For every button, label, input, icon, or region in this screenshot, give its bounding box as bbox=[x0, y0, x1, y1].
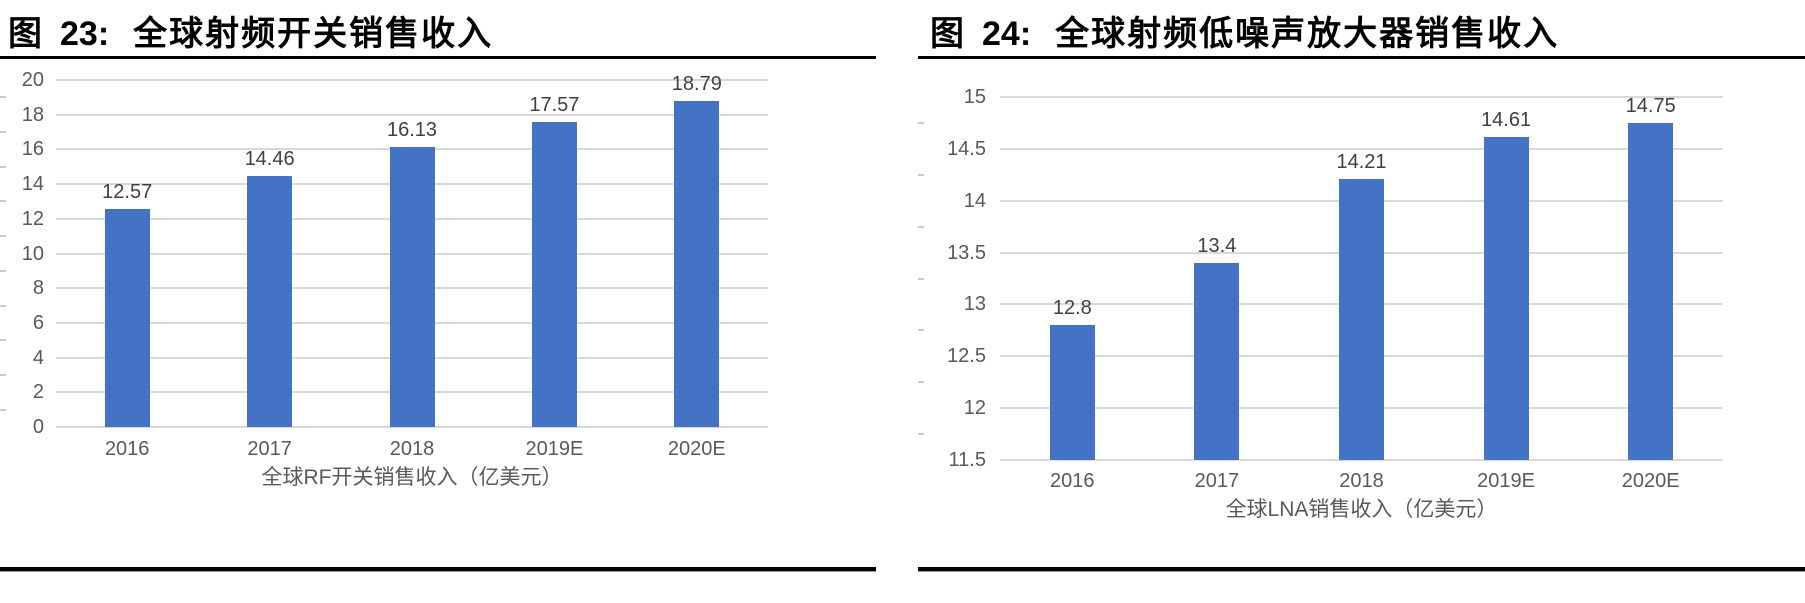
title-rule bbox=[0, 56, 876, 59]
bar-value-label-2019E: 14.61 bbox=[1481, 109, 1532, 132]
y-tick-label-8: 8 bbox=[32, 277, 44, 300]
y-minor-tick bbox=[918, 433, 924, 436]
y-tick-label-0: 0 bbox=[32, 416, 44, 438]
figure-number: 24: bbox=[982, 15, 1032, 53]
y-tick-label-14: 14 bbox=[963, 189, 986, 212]
y-tick-label-14.5: 14.5 bbox=[947, 137, 986, 160]
bottom-rule bbox=[918, 567, 1805, 571]
bar-2019E bbox=[531, 122, 577, 427]
y-tick-label-6: 6 bbox=[32, 311, 44, 334]
bar-2019E bbox=[1483, 137, 1529, 460]
bar-2016 bbox=[104, 208, 150, 427]
y-tick-label-15: 15 bbox=[963, 86, 986, 108]
y-minor-tick bbox=[0, 339, 6, 342]
bar-value-label-2016: 12.57 bbox=[102, 180, 153, 203]
bar-value-label-2016: 12.8 bbox=[1052, 297, 1092, 320]
gridline-15 bbox=[1000, 96, 1723, 98]
gridline-0 bbox=[56, 426, 768, 428]
y-minor-tick bbox=[918, 121, 924, 124]
figure-title-text: 全球射频开关销售收入 bbox=[133, 16, 494, 53]
gridline-14.5 bbox=[1000, 147, 1723, 150]
category-label-2016: 2016 bbox=[1050, 470, 1095, 492]
y-minor-tick bbox=[0, 200, 6, 203]
y-tick-label-10: 10 bbox=[21, 242, 44, 265]
bar-value-label-2019E: 17.57 bbox=[529, 94, 580, 117]
figure-24-heading: 图 24: 全球射频低噪声放大器销售收入 bbox=[930, 6, 1805, 53]
y-tick-label-4: 4 bbox=[32, 346, 44, 369]
bottom-rule bbox=[0, 567, 876, 571]
y-minor-tick bbox=[0, 96, 6, 99]
y-tick-label-12: 12 bbox=[963, 397, 986, 420]
y-tick-label-12.5: 12.5 bbox=[947, 345, 986, 368]
y-tick-label-18: 18 bbox=[21, 103, 44, 126]
y-minor-tick bbox=[918, 329, 924, 332]
gridline-11.5 bbox=[1000, 459, 1723, 461]
y-tick-label-20: 20 bbox=[21, 69, 44, 91]
bar-2020E bbox=[1628, 122, 1674, 460]
bar-2017 bbox=[247, 176, 293, 427]
bar-value-label-2018: 14.21 bbox=[1336, 150, 1387, 173]
figure-number: 23: bbox=[60, 15, 110, 53]
y-minor-tick bbox=[0, 131, 6, 134]
y-tick-label-16: 16 bbox=[21, 138, 44, 161]
bar-value-label-2017: 14.46 bbox=[244, 148, 295, 171]
y-tick-label-13.5: 13.5 bbox=[947, 241, 986, 264]
category-label-2020E: 2020E bbox=[1621, 470, 1680, 492]
gridline-18 bbox=[56, 113, 768, 116]
category-label-2018: 2018 bbox=[1339, 470, 1384, 492]
bar-value-label-2020E: 18.79 bbox=[671, 72, 722, 95]
x-axis-title: 全球LNA销售收入（亿美元） bbox=[1225, 498, 1498, 521]
gridline-20 bbox=[56, 79, 768, 81]
y-minor-tick bbox=[0, 235, 6, 238]
category-label-2017: 2017 bbox=[1194, 470, 1240, 492]
y-minor-tick bbox=[0, 373, 6, 376]
figure-label: 图 bbox=[8, 16, 44, 53]
category-label-2016: 2016 bbox=[104, 438, 150, 460]
bar-2020E bbox=[674, 100, 720, 427]
y-minor-tick bbox=[918, 381, 924, 384]
y-tick-label-11.5: 11.5 bbox=[948, 449, 986, 471]
lna-bar-chart: 11.5 12 12.5 13 13.5 14 14.5 15 12.8 2016 13.4 2017… bbox=[918, 0, 1805, 603]
y-minor-tick bbox=[0, 408, 6, 411]
y-tick-label-12: 12 bbox=[21, 207, 44, 230]
figure-23-heading: 图 23: 全球射频开关销售收入 bbox=[8, 6, 876, 53]
bar-2016 bbox=[1049, 325, 1095, 460]
y-minor-tick bbox=[918, 225, 924, 228]
category-label-2017: 2017 bbox=[247, 438, 292, 460]
category-label-2020E: 2020E bbox=[667, 438, 726, 460]
bar-2018 bbox=[1339, 178, 1384, 460]
category-label-2019E: 2019E bbox=[525, 438, 584, 460]
bar-value-label-2017: 13.4 bbox=[1197, 234, 1237, 257]
figure-title-text: 全球射频低噪声放大器销售收入 bbox=[1055, 16, 1560, 53]
x-axis-title: 全球RF开关销售收入（亿美元） bbox=[261, 466, 563, 489]
figure-23-panel: 图 23: 全球射频开关销售收入 0 2 4 6 8 10 12 14 16 18 20 12.57 201… bbox=[0, 0, 876, 603]
title-rule bbox=[918, 56, 1805, 59]
y-tick-label-13: 13 bbox=[963, 293, 986, 316]
bar-value-label-2018: 16.13 bbox=[386, 119, 438, 142]
figure-label: 图 bbox=[930, 16, 966, 53]
category-label-2018: 2018 bbox=[389, 438, 435, 460]
bar-2017 bbox=[1194, 262, 1240, 460]
y-tick-label-2: 2 bbox=[32, 381, 44, 404]
y-minor-tick bbox=[918, 173, 924, 176]
bar-2018 bbox=[389, 147, 435, 427]
category-label-2019E: 2019E bbox=[1477, 470, 1536, 492]
bar-value-label-2020E: 14.75 bbox=[1625, 94, 1676, 117]
y-tick-label-14: 14 bbox=[21, 173, 44, 196]
figure-24-panel: 图 24: 全球射频低噪声放大器销售收入 11.5 12 12.5 13 13.5 14 14.… bbox=[918, 0, 1805, 603]
y-minor-tick bbox=[0, 269, 6, 272]
rf-switch-bar-chart: 0 2 4 6 8 10 12 14 16 18 20 12.57 2016 14.46 2017 16.13… bbox=[0, 0, 876, 603]
y-minor-tick bbox=[918, 277, 924, 280]
y-minor-tick bbox=[0, 304, 6, 307]
y-minor-tick bbox=[0, 165, 6, 168]
